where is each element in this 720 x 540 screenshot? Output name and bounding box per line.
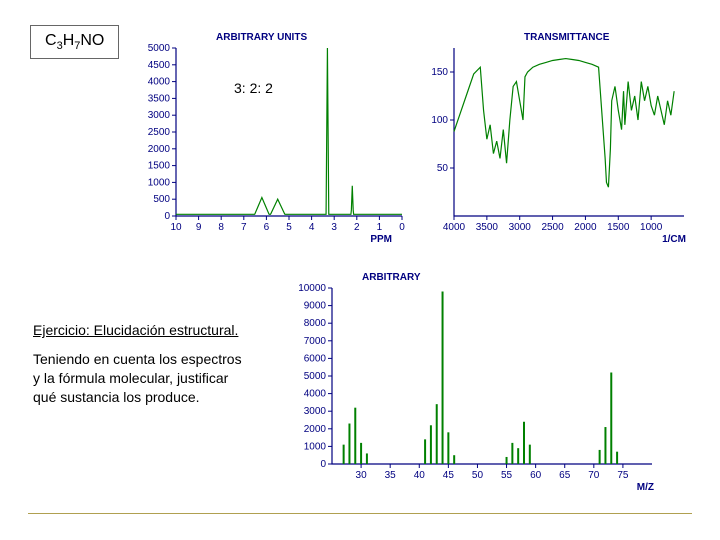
svg-text:PPM: PPM bbox=[370, 234, 392, 245]
svg-text:7000: 7000 bbox=[304, 336, 327, 347]
svg-text:1000: 1000 bbox=[640, 222, 663, 233]
svg-text:75: 75 bbox=[617, 470, 629, 481]
svg-text:55: 55 bbox=[501, 470, 513, 481]
svg-text:0: 0 bbox=[320, 459, 326, 470]
svg-text:50: 50 bbox=[472, 470, 484, 481]
svg-text:1500: 1500 bbox=[607, 222, 630, 233]
svg-text:65: 65 bbox=[559, 470, 571, 481]
svg-text:4500: 4500 bbox=[148, 60, 171, 71]
svg-text:2500: 2500 bbox=[148, 127, 171, 138]
svg-text:3000: 3000 bbox=[509, 222, 532, 233]
svg-text:10: 10 bbox=[170, 222, 182, 233]
svg-text:4000: 4000 bbox=[443, 222, 466, 233]
svg-text:35: 35 bbox=[385, 470, 397, 481]
svg-text:4: 4 bbox=[309, 222, 315, 233]
svg-text:50: 50 bbox=[437, 163, 449, 174]
nmr-spectrum-chart: ARBITRARY UNITS 0 500 1000 1500 2000 2500 3000 3… bbox=[130, 28, 410, 248]
svg-text:2500: 2500 bbox=[541, 222, 564, 233]
molecular-formula: C3H7NO bbox=[45, 32, 104, 49]
svg-text:4000: 4000 bbox=[304, 389, 327, 400]
svg-text:5000: 5000 bbox=[304, 371, 327, 382]
svg-text:1000: 1000 bbox=[148, 177, 171, 188]
svg-text:6000: 6000 bbox=[304, 353, 327, 364]
svg-text:2: 2 bbox=[354, 222, 360, 233]
svg-text:10000: 10000 bbox=[298, 283, 326, 294]
svg-text:3: 3 bbox=[331, 222, 337, 233]
svg-text:40: 40 bbox=[414, 470, 426, 481]
molecular-formula-box: C3H7NO bbox=[30, 25, 119, 59]
svg-text:5000: 5000 bbox=[148, 43, 171, 54]
svg-text:2000: 2000 bbox=[148, 144, 171, 155]
svg-text:2000: 2000 bbox=[574, 222, 597, 233]
svg-text:8000: 8000 bbox=[304, 318, 327, 329]
svg-text:7: 7 bbox=[241, 222, 247, 233]
slide: C3H7NO 3: 2: 2 ARBITRARY UNITS0500100015… bbox=[0, 0, 720, 540]
svg-text:3500: 3500 bbox=[476, 222, 499, 233]
svg-text:ARBITRARY: ARBITRARY bbox=[362, 272, 421, 283]
svg-text:3000: 3000 bbox=[148, 110, 171, 121]
svg-text:ARBITRARY UNITS: ARBITRARY UNITS bbox=[216, 32, 307, 43]
ms-spectrum-chart: ARBITRARY 0 1000 2000 3000 4000 5000 6000 7000 80… bbox=[282, 268, 662, 496]
svg-text:500: 500 bbox=[153, 194, 170, 205]
svg-text:M/Z: M/Z bbox=[637, 482, 654, 493]
svg-text:0: 0 bbox=[164, 211, 170, 222]
svg-text:1: 1 bbox=[377, 222, 383, 233]
exercise-body: Teniendo en cuenta los espectros y la fó… bbox=[33, 351, 242, 405]
svg-text:30: 30 bbox=[356, 470, 368, 481]
svg-text:5: 5 bbox=[286, 222, 292, 233]
svg-text:1/CM: 1/CM bbox=[662, 234, 686, 245]
svg-text:70: 70 bbox=[588, 470, 600, 481]
svg-text:6: 6 bbox=[264, 222, 270, 233]
svg-text:45: 45 bbox=[443, 470, 455, 481]
svg-text:1000: 1000 bbox=[304, 441, 327, 452]
svg-text:100: 100 bbox=[431, 115, 448, 126]
svg-text:150: 150 bbox=[431, 67, 448, 78]
exercise-text-box: Ejercicio: Elucidación estructural. Teni… bbox=[25, 315, 260, 413]
svg-text:TRANSMITTANCE: TRANSMITTANCE bbox=[524, 32, 610, 43]
ir-spectrum-chart: TRANSMITTANCE 50 100 150 1000 1500 2000 2500 300… bbox=[420, 28, 698, 248]
svg-text:3000: 3000 bbox=[304, 406, 327, 417]
svg-text:9: 9 bbox=[196, 222, 202, 233]
exercise-title: Ejercicio: Elucidación estructural. bbox=[33, 321, 252, 340]
svg-text:1500: 1500 bbox=[148, 161, 171, 172]
svg-text:9000: 9000 bbox=[304, 301, 327, 312]
svg-text:60: 60 bbox=[530, 470, 542, 481]
svg-text:3500: 3500 bbox=[148, 93, 171, 104]
svg-text:8: 8 bbox=[218, 222, 224, 233]
svg-text:4000: 4000 bbox=[148, 77, 171, 88]
svg-text:0: 0 bbox=[399, 222, 405, 233]
svg-text:2000: 2000 bbox=[304, 424, 327, 435]
decorative-rule bbox=[28, 513, 692, 514]
